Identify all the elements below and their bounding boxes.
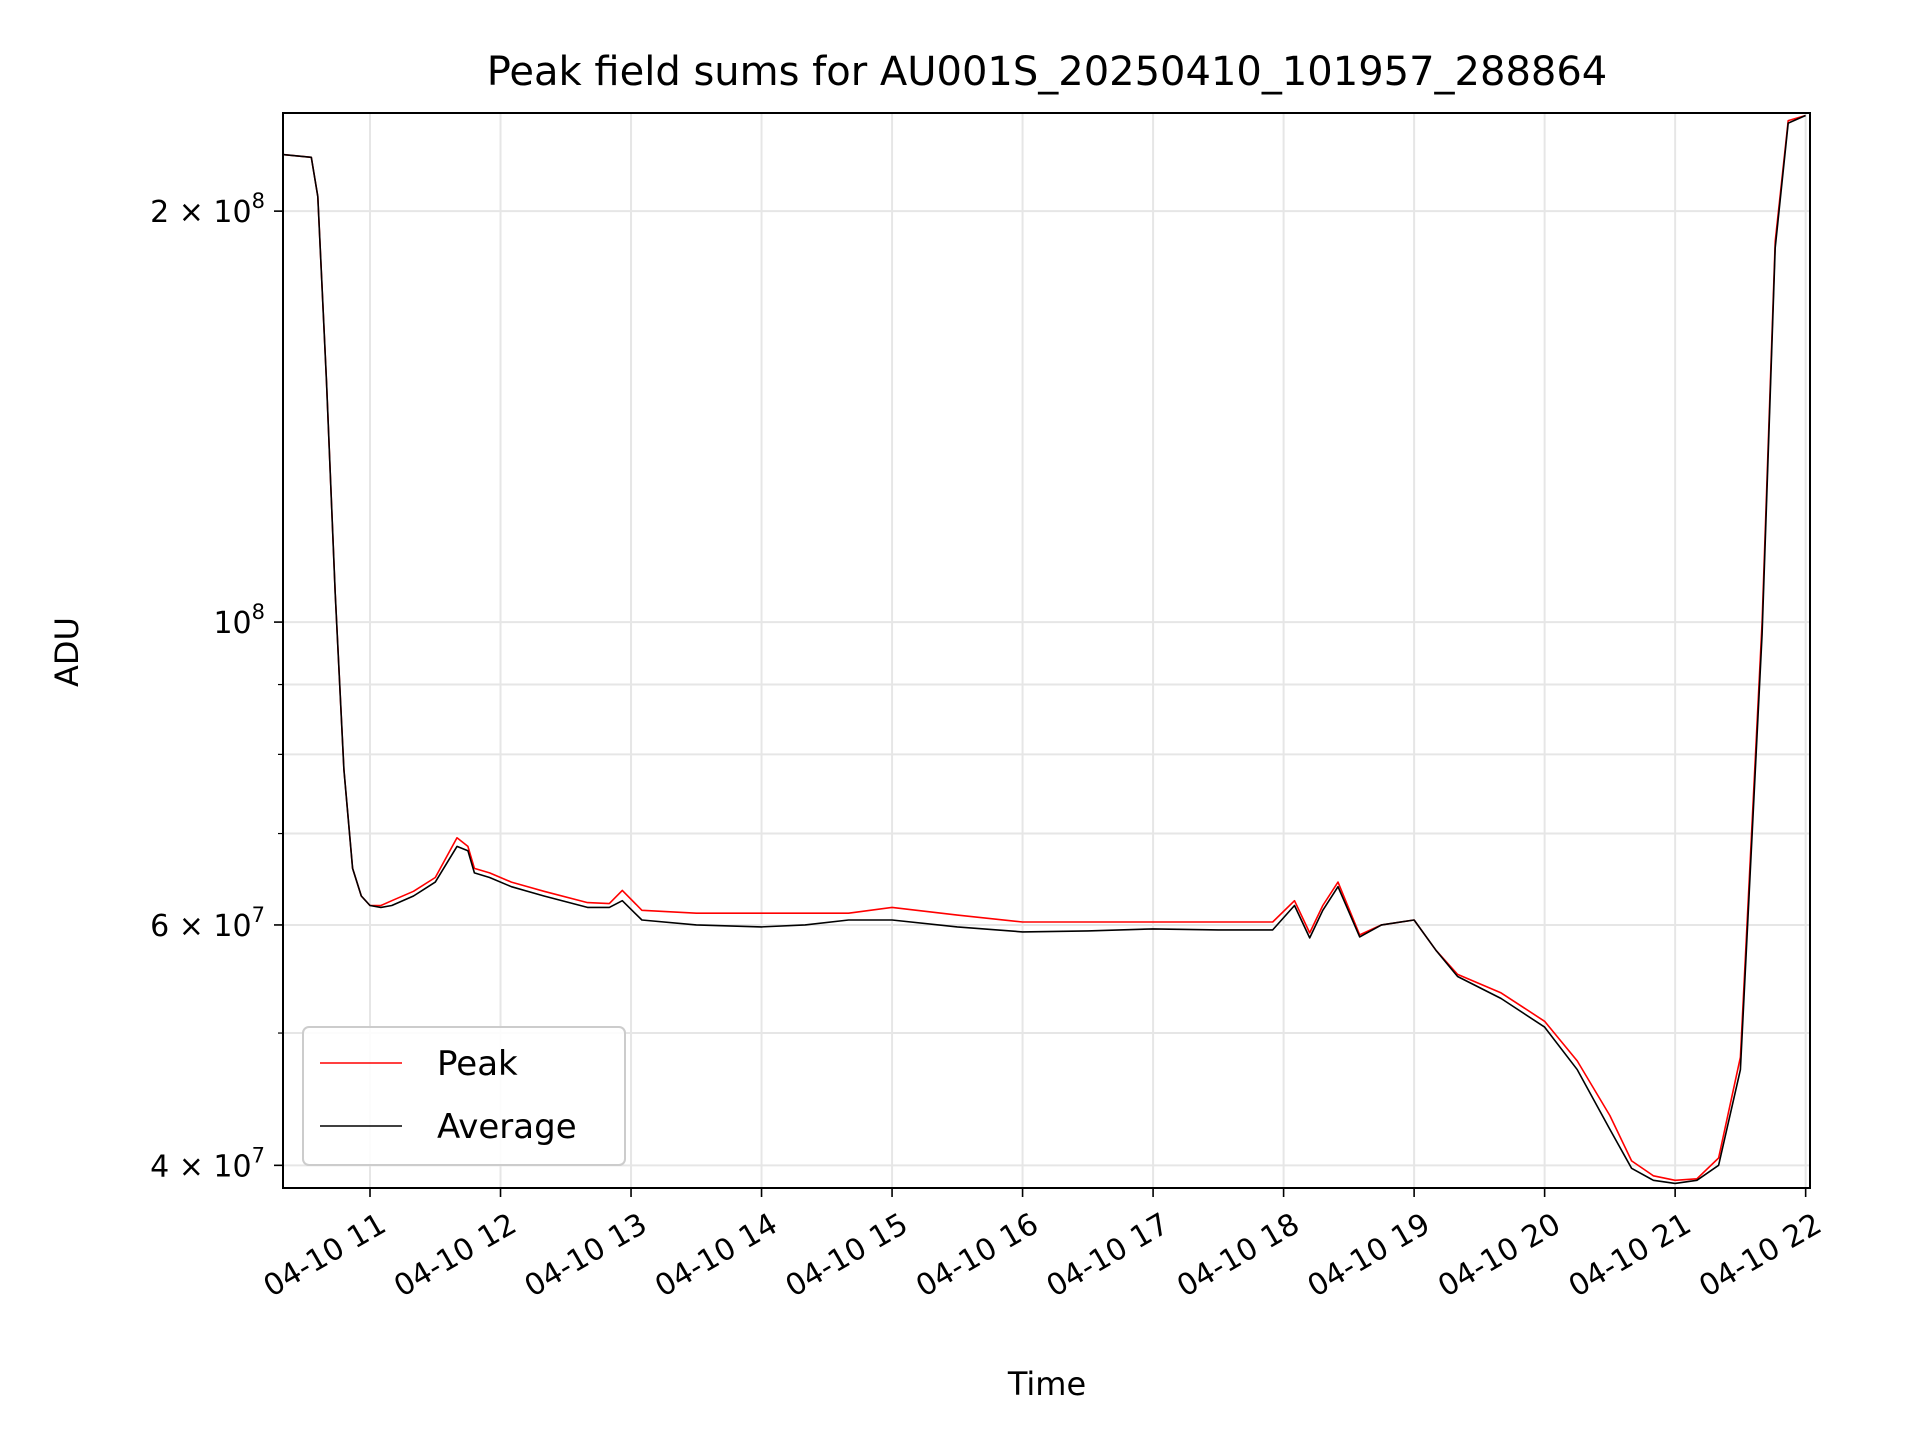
y-axis: 4 × 107 6 × 107 108 2 × 108 — [150, 189, 283, 1184]
legend-label-peak: Peak — [437, 1044, 518, 1084]
y-tick-label: 108 — [213, 600, 265, 641]
legend: Peak Average — [302, 1026, 626, 1166]
chart-title: Peak field sums for AU001S_20250410_1019… — [487, 49, 1608, 95]
legend-box — [302, 1026, 626, 1166]
y-tick-label: 6 × 107 — [150, 903, 265, 944]
grid — [283, 113, 1810, 1188]
y-axis-label: ADU — [48, 617, 86, 687]
series-layer — [282, 114, 1806, 1185]
series-line-peak — [282, 114, 1806, 1182]
legend-label-average: Average — [437, 1107, 577, 1147]
x-axis-label: Time — [1007, 1365, 1086, 1403]
plot-frame — [282, 112, 1811, 1189]
y-tick-label: 4 × 107 — [150, 1143, 265, 1184]
y-tick-label: 2 × 108 — [150, 189, 265, 230]
series-line-average — [282, 114, 1806, 1185]
